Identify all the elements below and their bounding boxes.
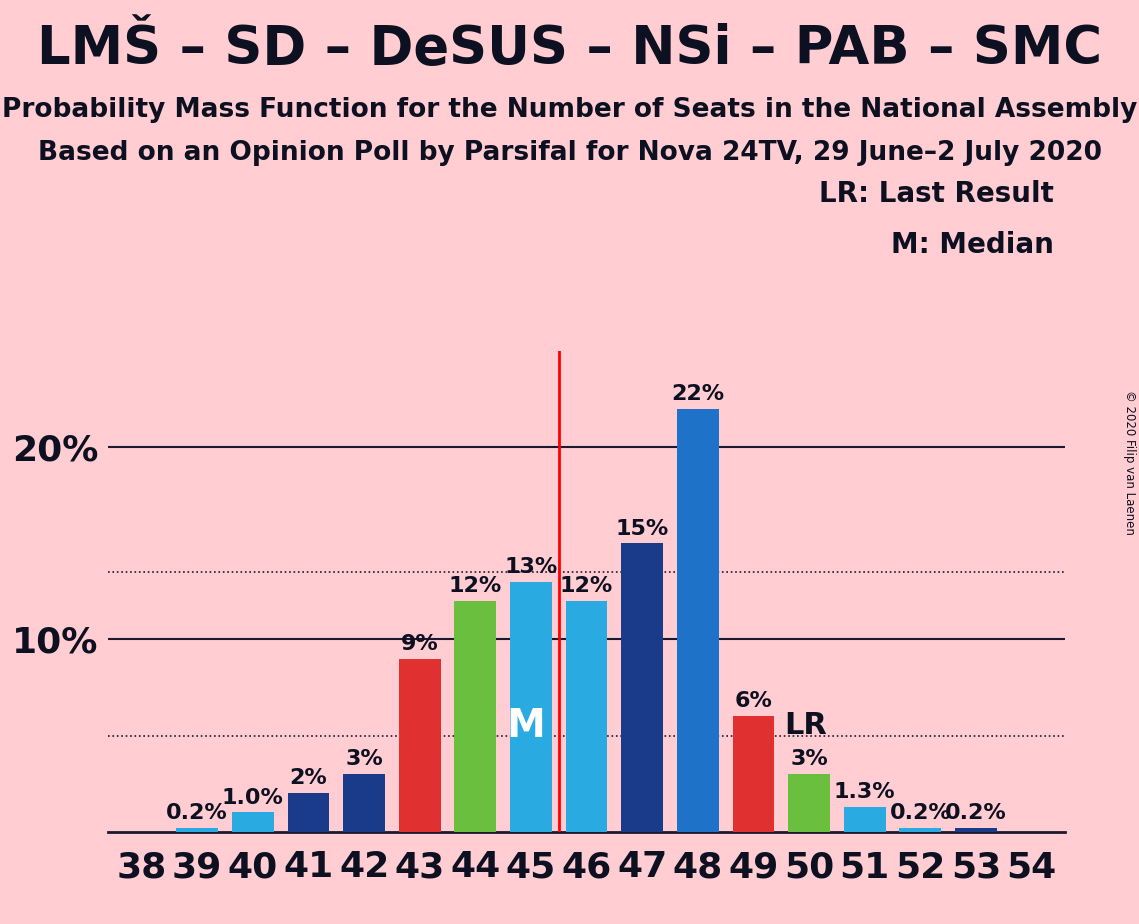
Bar (287, 793, 329, 832)
Bar (622, 543, 663, 832)
Text: 0.2%: 0.2% (890, 803, 951, 823)
Bar (399, 659, 441, 832)
Text: 3%: 3% (345, 749, 383, 769)
Bar (956, 828, 997, 832)
Text: 1.0%: 1.0% (222, 787, 284, 808)
Text: 1.3%: 1.3% (834, 782, 895, 802)
Text: 13%: 13% (505, 557, 558, 577)
Text: © 2020 Filip van Laenen: © 2020 Filip van Laenen (1123, 390, 1137, 534)
Bar (566, 601, 607, 832)
Bar (900, 828, 941, 832)
Text: LR: LR (784, 711, 827, 740)
Text: 22%: 22% (671, 384, 724, 404)
Text: 12%: 12% (560, 577, 613, 596)
Text: 3%: 3% (790, 749, 828, 769)
Bar (177, 828, 218, 832)
Bar (788, 774, 830, 832)
Text: 12%: 12% (449, 577, 502, 596)
Text: Probability Mass Function for the Number of Seats in the National Assembly: Probability Mass Function for the Number… (2, 97, 1137, 123)
Text: LR: Last Result: LR: Last Result (819, 180, 1054, 208)
Bar (232, 812, 273, 832)
Text: LMŠ – SD – DeSUS – NSi – PAB – SMC: LMŠ – SD – DeSUS – NSi – PAB – SMC (36, 23, 1103, 75)
Text: M: Median: M: Median (891, 231, 1054, 259)
Bar (343, 774, 385, 832)
Text: 9%: 9% (401, 634, 439, 654)
Bar (454, 601, 497, 832)
Bar (677, 408, 719, 832)
Bar (844, 807, 885, 832)
Bar (732, 716, 775, 832)
Text: M: M (506, 707, 544, 745)
Text: 0.2%: 0.2% (166, 803, 228, 823)
Text: Based on an Opinion Poll by Parsifal for Nova 24TV, 29 June–2 July 2020: Based on an Opinion Poll by Parsifal for… (38, 140, 1101, 166)
Text: 15%: 15% (615, 518, 669, 539)
Text: 0.2%: 0.2% (945, 803, 1007, 823)
Bar (510, 582, 551, 832)
Text: 2%: 2% (289, 769, 327, 788)
Text: 6%: 6% (735, 691, 772, 711)
